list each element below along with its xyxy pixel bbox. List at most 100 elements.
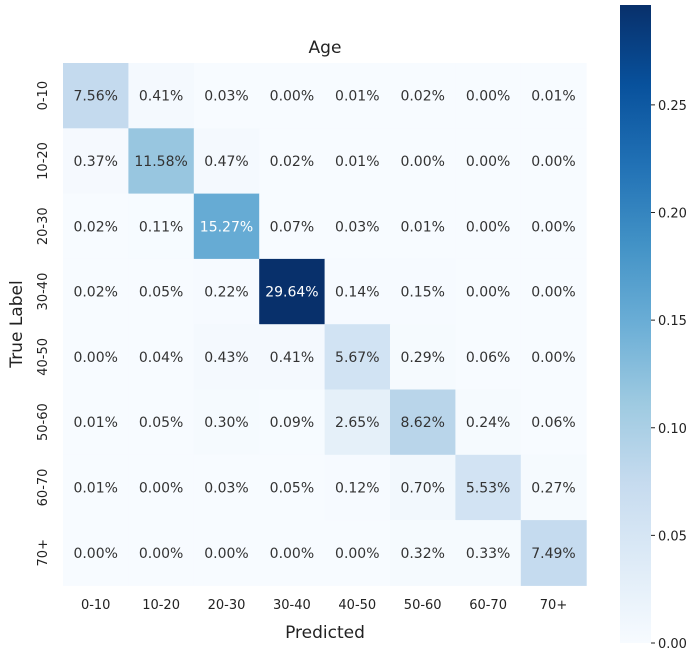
heatmap-cell bbox=[193, 128, 260, 195]
heatmap-cell bbox=[520, 193, 587, 260]
colorbar-ticks: 0.00 0.05 0.10 0.15 0.20 0.25 bbox=[651, 99, 687, 652]
cell-annotation: 0.00% bbox=[531, 219, 575, 235]
heatmap-cell bbox=[455, 389, 522, 456]
heatmap-cell bbox=[259, 520, 326, 586]
heatmap-cell bbox=[193, 389, 260, 456]
heatmap-cell bbox=[128, 258, 195, 325]
chart-title: Age bbox=[309, 38, 342, 58]
cell-annotation: 11.58% bbox=[134, 154, 187, 170]
heatmap-cells: 7.56% 0.41% 0.03% 0.00% 0.01% 0.02% 0.00% 0.01%… bbox=[63, 63, 587, 586]
cell-annotation: 0.00% bbox=[400, 154, 444, 170]
cell-annotation: 0.05% bbox=[270, 480, 314, 496]
y-axis-label: True Label bbox=[7, 280, 27, 368]
heatmap-cell bbox=[259, 63, 326, 129]
heatmap-cell bbox=[520, 324, 587, 390]
heatmap-cell bbox=[259, 193, 326, 260]
y-tick-label: 0-10 bbox=[36, 81, 51, 111]
cell-annotation: 0.00% bbox=[466, 89, 510, 105]
cell-annotation: 0.00% bbox=[531, 350, 575, 366]
x-axis-label: Predicted bbox=[285, 623, 365, 643]
heatmap-cell bbox=[259, 128, 326, 195]
colorbar-tick-label: 0.05 bbox=[658, 529, 687, 544]
heatmap-cell bbox=[128, 324, 195, 390]
heatmap-cell bbox=[324, 128, 391, 195]
cell-annotation: 0.00% bbox=[139, 546, 183, 562]
heatmap-cell bbox=[63, 324, 129, 390]
y-tick-label: 60-70 bbox=[36, 469, 51, 507]
heatmap-cell bbox=[128, 193, 195, 260]
cell-annotation: 0.02% bbox=[73, 219, 117, 235]
heatmap-cell bbox=[324, 454, 391, 521]
y-tick-label: 50-60 bbox=[36, 403, 51, 441]
cell-annotation: 0.00% bbox=[73, 350, 117, 366]
heatmap-cell bbox=[193, 454, 260, 521]
heatmap-cell bbox=[193, 193, 260, 260]
x-tick-label: 30-40 bbox=[273, 598, 311, 613]
cell-annotation: 0.01% bbox=[335, 89, 379, 105]
cell-annotation: 0.00% bbox=[73, 546, 117, 562]
y-tick-label: 10-20 bbox=[36, 142, 51, 180]
heatmap-cell bbox=[520, 128, 587, 195]
cell-annotation: 2.65% bbox=[335, 415, 379, 431]
cell-annotation: 8.62% bbox=[400, 415, 444, 431]
heatmap-cell bbox=[455, 324, 522, 390]
cell-annotation: 0.00% bbox=[335, 546, 379, 562]
heatmap-cell bbox=[390, 520, 456, 586]
heatmap-cell bbox=[63, 63, 129, 129]
cell-annotation: 0.01% bbox=[335, 154, 379, 170]
heatmap-cell bbox=[520, 63, 587, 129]
cell-annotation: 0.00% bbox=[466, 219, 510, 235]
heatmap-cell bbox=[390, 389, 456, 456]
cell-annotation: 0.04% bbox=[139, 350, 183, 366]
heatmap-cell bbox=[390, 258, 456, 325]
heatmap-cell bbox=[520, 454, 587, 521]
heatmap-cell bbox=[390, 193, 456, 260]
cell-annotation: 0.37% bbox=[73, 154, 117, 170]
x-tick-label: 70+ bbox=[540, 598, 567, 613]
cell-annotation: 0.06% bbox=[531, 415, 575, 431]
heatmap-cell bbox=[128, 454, 195, 521]
cell-annotation: 0.02% bbox=[73, 285, 117, 301]
heatmap-cell bbox=[455, 63, 522, 129]
cell-annotation: 0.03% bbox=[335, 219, 379, 235]
heatmap-cell bbox=[63, 454, 129, 521]
cell-annotation: 0.00% bbox=[270, 546, 314, 562]
cell-annotation: 5.53% bbox=[466, 480, 510, 496]
cell-annotation: 0.01% bbox=[73, 480, 117, 496]
cell-annotation: 0.00% bbox=[139, 480, 183, 496]
heatmap-cell bbox=[324, 258, 391, 325]
cell-annotation: 0.11% bbox=[139, 219, 183, 235]
cell-annotation: 0.05% bbox=[139, 285, 183, 301]
heatmap-cell bbox=[63, 193, 129, 260]
heatmap-cell bbox=[520, 520, 587, 586]
cell-annotation: 0.03% bbox=[204, 480, 248, 496]
heatmap-cell bbox=[193, 63, 260, 129]
heatmap-cell bbox=[324, 389, 391, 456]
colorbar-tick-label: 0.15 bbox=[658, 314, 687, 329]
heatmap-cell bbox=[455, 520, 522, 586]
cell-annotation: 0.29% bbox=[400, 350, 444, 366]
heatmap-cell bbox=[455, 454, 522, 521]
heatmap-cell bbox=[63, 389, 129, 456]
cell-annotation: 5.67% bbox=[335, 350, 379, 366]
cell-annotation: 0.01% bbox=[73, 415, 117, 431]
cell-annotation: 29.64% bbox=[265, 285, 318, 301]
y-tick-label: 20-30 bbox=[36, 207, 51, 245]
cell-annotation: 7.49% bbox=[531, 546, 575, 562]
cell-annotation: 0.01% bbox=[531, 89, 575, 105]
heatmap-cell bbox=[259, 454, 326, 521]
heatmap-cell bbox=[128, 389, 195, 456]
cell-annotation: 0.41% bbox=[270, 350, 314, 366]
cell-annotation: 0.27% bbox=[531, 480, 575, 496]
colorbar bbox=[620, 5, 651, 643]
cell-annotation: 0.12% bbox=[335, 480, 379, 496]
cell-annotation: 7.56% bbox=[73, 89, 117, 105]
cell-annotation: 0.30% bbox=[204, 415, 248, 431]
cell-annotation: 0.00% bbox=[466, 154, 510, 170]
heatmap-cell bbox=[455, 128, 522, 195]
x-tick-label: 40-50 bbox=[338, 598, 376, 613]
heatmap-cell bbox=[520, 389, 587, 456]
heatmap-cell bbox=[63, 128, 129, 195]
cell-annotation: 0.00% bbox=[531, 285, 575, 301]
cell-annotation: 0.22% bbox=[204, 285, 248, 301]
